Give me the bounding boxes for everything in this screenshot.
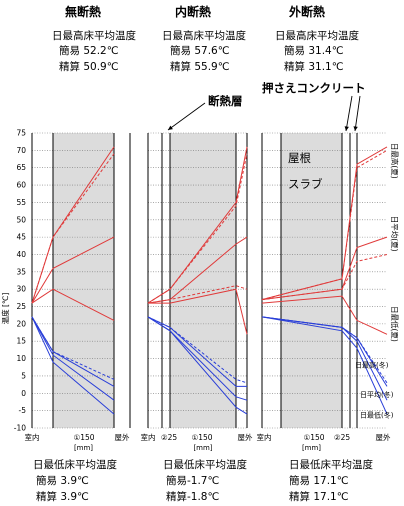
panel-1-max-title: 日最高床平均温度	[52, 30, 136, 42]
topping-arrow-2	[354, 95, 361, 132]
series-label-min-summer: 日最低(夏)	[390, 306, 400, 342]
x-unit-label: [mm]	[302, 444, 321, 452]
series-label-avg-winter: 日平均(冬)	[360, 390, 394, 399]
roof-label: 屋根	[288, 151, 311, 165]
y-axis-title: 温度 [℃]	[0, 293, 10, 325]
y-tick-label: -10	[14, 424, 26, 433]
panel-3-min-simple: 簡易 17.1℃	[289, 475, 349, 487]
panel-3-max-precise: 精算 31.1℃	[284, 61, 344, 73]
series-label-avg-summer: 日平均(夏)	[390, 216, 400, 252]
y-tick-label: 5	[21, 371, 26, 380]
panel-1-max-precise: 精算 50.9℃	[59, 61, 119, 73]
x-tick-label: 室内	[141, 432, 156, 442]
y-tick-label: 65	[16, 163, 26, 172]
x-tick-label: ①150	[73, 433, 94, 442]
topping-concrete-label: 押さえコンクリート	[262, 81, 366, 95]
y-tick-label: 45	[16, 233, 26, 242]
slab-label: スラブ	[288, 177, 323, 191]
panel-3-max-title: 日最高床平均温度	[275, 30, 359, 42]
panel-1-min-title: 日最低床平均温度	[33, 459, 117, 471]
x-tick-label: ①150	[191, 433, 212, 442]
panel-1-min-simple: 簡易 3.9℃	[36, 475, 89, 487]
panel-3-min-precise: 精算 17.1℃	[289, 491, 349, 503]
panel-2-min-title: 日最低床平均温度	[163, 459, 247, 471]
panel-2-header: 内断熱	[175, 5, 212, 19]
y-tick-label: 50	[16, 215, 26, 224]
series-line	[261, 149, 388, 301]
y-tick-label: 55	[16, 198, 26, 207]
panel-2-max-simple: 簡易 57.6℃	[170, 45, 230, 57]
series-label-max-summer: 日最高(夏)	[390, 143, 400, 179]
x-tick-label: 屋外	[115, 432, 130, 442]
series-line	[261, 295, 388, 335]
series-label-min-winter: 日最低(冬)	[360, 411, 394, 420]
x-tick-label: 屋外	[238, 432, 253, 442]
series-line	[147, 316, 248, 415]
panel-1-max-simple: 簡易 52.2℃	[59, 45, 119, 57]
series-line	[31, 316, 115, 380]
topping-arrow-1	[345, 95, 353, 132]
series-line	[261, 316, 388, 401]
series-line	[31, 288, 115, 321]
y-tick-label: 20	[16, 319, 26, 328]
panel-2-max-precise: 精算 55.9℃	[170, 61, 230, 73]
series-line	[261, 316, 388, 415]
series-line	[31, 146, 115, 304]
y-tick-label: 30	[16, 285, 26, 294]
panel-3-min-title: 日最低床平均温度	[289, 459, 373, 471]
panel-2-max-title: 日最高床平均温度	[162, 30, 246, 42]
x-tick-label: 室内	[25, 432, 40, 442]
x-tick-label: ②25	[334, 433, 350, 442]
y-tick-label: 25	[16, 302, 26, 311]
x-unit-label: [mm]	[74, 444, 93, 452]
x-unit-label: [mm]	[193, 444, 212, 452]
series-line	[147, 285, 248, 304]
series-line	[147, 146, 248, 304]
topping-arrow-1-head	[344, 126, 349, 131]
y-tick-label: 15	[16, 337, 26, 346]
y-tick-label: 0	[21, 389, 26, 398]
topping-arrow-2-head	[353, 126, 358, 131]
slab-band	[170, 133, 236, 428]
y-tick-label: 35	[16, 267, 26, 276]
insulation-layer-label: 断熱層	[208, 94, 243, 108]
slab-band	[281, 133, 342, 428]
x-tick-label: ①150	[303, 433, 324, 442]
insulation-arrow	[167, 102, 206, 131]
series-line	[31, 316, 115, 415]
panel-3-max-simple: 簡易 31.4℃	[284, 45, 344, 57]
x-tick-label: ②25	[161, 433, 177, 442]
insulation-arrow-head	[168, 125, 173, 130]
panel-2-min-precise: 精算-1.8℃	[166, 491, 220, 503]
series-line	[31, 236, 115, 304]
panel-3-header: 外断熱	[289, 5, 326, 19]
y-tick-label: 75	[16, 129, 26, 138]
series-line	[31, 316, 115, 401]
y-tick-label: 70	[16, 146, 26, 155]
panel-2-min-simple: 簡易-1.7℃	[166, 475, 220, 487]
y-tick-label: 40	[16, 250, 26, 259]
y-tick-label: 60	[16, 181, 26, 190]
x-tick-label: 室内	[257, 432, 272, 442]
series-line	[147, 316, 248, 384]
panel-1-header: 無断熱	[65, 5, 102, 19]
series-line	[261, 254, 388, 301]
y-tick-label: -5	[19, 406, 27, 415]
series-label-max-winter: 日最高(冬)	[355, 360, 389, 369]
y-tick-label: 10	[16, 354, 26, 363]
series-line	[148, 288, 248, 335]
panel-1-min-precise: 精算 3.9℃	[36, 491, 89, 503]
slab-band	[53, 133, 114, 428]
x-tick-label: 屋外	[376, 432, 391, 442]
